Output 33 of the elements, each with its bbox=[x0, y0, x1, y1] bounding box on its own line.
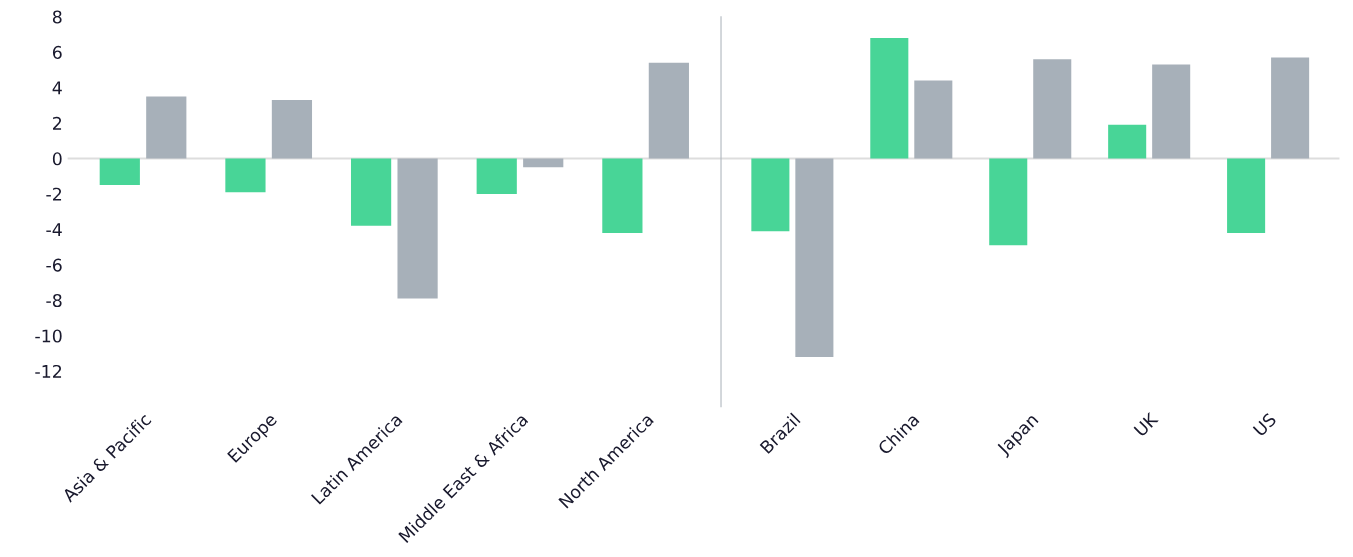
bar bbox=[914, 80, 953, 159]
bar bbox=[146, 96, 187, 159]
bar bbox=[1271, 57, 1310, 159]
bar bbox=[350, 158, 392, 226]
y-tick-label: -2 bbox=[46, 187, 62, 201]
bar bbox=[989, 158, 1028, 246]
x-tick-label: US bbox=[1252, 412, 1277, 437]
bar bbox=[1227, 158, 1266, 233]
bar bbox=[602, 158, 643, 233]
bar bbox=[397, 158, 438, 299]
y-tick-label: -10 bbox=[35, 329, 62, 343]
y-tick-label: -4 bbox=[46, 223, 62, 236]
bar bbox=[1033, 59, 1072, 159]
bar bbox=[99, 158, 140, 186]
y-tick-label: 8 bbox=[52, 10, 62, 24]
y-tick-label: -8 bbox=[46, 293, 62, 308]
bar bbox=[476, 158, 517, 194]
y-tick-label: -12 bbox=[35, 364, 62, 378]
y-tick-label: 2 bbox=[53, 116, 62, 130]
bar bbox=[795, 158, 834, 357]
y-tick-label: 6 bbox=[52, 45, 62, 59]
y-tick-label: 4 bbox=[52, 81, 62, 95]
x-tick-label: UK bbox=[1133, 411, 1159, 437]
bar bbox=[271, 100, 313, 159]
bar bbox=[648, 62, 689, 159]
y-tick-label: 0 bbox=[52, 152, 62, 166]
bar bbox=[225, 158, 266, 193]
bar bbox=[1152, 64, 1191, 159]
bar bbox=[751, 158, 790, 232]
bar bbox=[523, 158, 564, 168]
y-tick-label: -6 bbox=[46, 258, 62, 272]
bar bbox=[870, 37, 909, 159]
bar bbox=[1108, 124, 1147, 159]
